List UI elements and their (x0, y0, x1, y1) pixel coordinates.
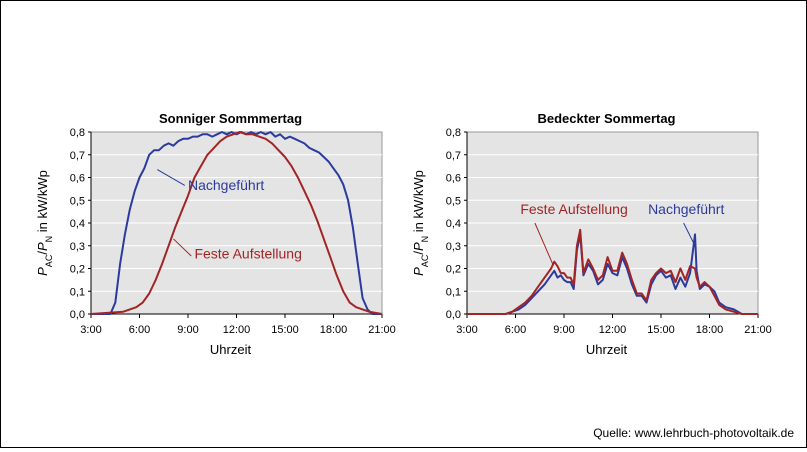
chart-1: 0,0 0,1 0,2 0,3 0,4 0,5 0,6 0,7 0,8 3:00 6:00 9:00 1… (35, 111, 396, 357)
y-axis-label-part: P (35, 267, 50, 276)
annotation-label: Nachgeführt (648, 201, 724, 217)
x-tick-label: 9:00 (177, 324, 198, 336)
y-tick-label: 0,6 (446, 173, 461, 185)
x-tick-label: 12:00 (223, 324, 251, 336)
y-axis-label: PAC/PN in kW/kWp (35, 170, 54, 276)
x-tick-label: 18:00 (320, 324, 348, 336)
y-tick-label: 0,7 (70, 150, 85, 162)
y-tick-label: 0,7 (446, 150, 461, 162)
chart-title: Bedeckter Sommertag (538, 111, 676, 126)
y-tick-label: 0,3 (446, 241, 461, 253)
x-tick-label: 15:00 (271, 324, 299, 336)
annotation-pointer (157, 169, 186, 186)
y-tick-label: 0,8 (70, 127, 85, 139)
annotation-label: Feste Aufstellung (194, 245, 301, 261)
annotation-pointer (173, 238, 192, 257)
y-axis-label: PAC/PN in kW/kWp (411, 170, 430, 276)
y-axis-label-part: P (35, 242, 50, 251)
x-tick-label: 6:00 (129, 324, 150, 336)
y-tick-label: 0,5 (70, 195, 85, 207)
y-axis-label-part: in kW/kWp (411, 170, 426, 236)
y-axis-label-part: / (411, 251, 426, 255)
y-tick-label: 0,1 (446, 286, 461, 298)
y-tick-label: 0,3 (70, 241, 85, 253)
y-axis-label-part: AC (44, 254, 54, 267)
x-axis-label: Uhrzeit (210, 342, 252, 357)
y-axis-label-part: P (411, 242, 426, 251)
y-axis-label-part: / (35, 251, 50, 255)
y-axis-label-part: P (411, 267, 426, 276)
y-tick-label: 0,2 (70, 264, 85, 276)
annotation-label: Nachgeführt (188, 177, 264, 193)
y-tick-label: 0,1 (70, 286, 85, 298)
x-tick-label: 15:00 (647, 324, 675, 336)
y-axis-label-part: in kW/kWp (35, 170, 50, 236)
chart-title: Sonniger Sommmertag (159, 111, 302, 126)
series-line-feste-aufstellung (90, 131, 383, 315)
y-axis-label-part: AC (420, 254, 430, 267)
y-tick-label: 0,4 (446, 218, 461, 230)
x-tick-label: 18:00 (696, 324, 724, 336)
annotation-label: Feste Aufstellung (520, 201, 627, 217)
x-tick-label: 21:00 (368, 324, 396, 336)
x-tick-label: 3:00 (456, 324, 477, 336)
y-axis-label-part: N (44, 236, 54, 243)
x-tick-label: 6:00 (505, 324, 526, 336)
y-tick-label: 0,0 (70, 309, 85, 321)
y-tick-label: 0,4 (70, 218, 85, 230)
x-axis-label: Uhrzeit (586, 342, 628, 357)
y-tick-label: 0,6 (70, 173, 85, 185)
annotation-pointer (534, 222, 554, 265)
x-tick-label: 9:00 (553, 324, 574, 336)
y-tick-label: 0,5 (446, 195, 461, 207)
y-tick-label: 0,2 (446, 264, 461, 276)
y-axis-label-part: N (420, 236, 430, 243)
y-tick-label: 0,0 (446, 309, 461, 321)
x-tick-label: 21:00 (744, 324, 772, 336)
series-line-feste-aufstellung (467, 228, 758, 315)
chart-2: 0,0 0,1 0,2 0,3 0,4 0,5 0,6 0,7 0,8 3:00 6:00 9:00 1… (411, 111, 772, 357)
annotation-pointer (683, 222, 696, 246)
y-tick-label: 0,8 (446, 127, 461, 139)
x-tick-label: 12:00 (599, 324, 627, 336)
source-note: Quelle: www.lehrbuch-photovoltaik.de (593, 426, 794, 440)
x-tick-label: 3:00 (80, 324, 101, 336)
